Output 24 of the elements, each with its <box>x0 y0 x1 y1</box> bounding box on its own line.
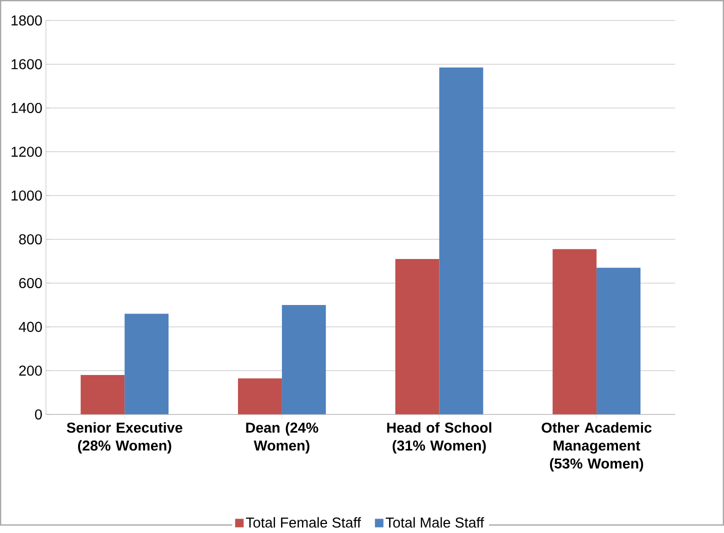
y-tick-label: 800 <box>19 234 42 244</box>
y-tick-label: 200 <box>19 366 42 376</box>
x-tick-label: Head of School (31% Women) <box>387 422 492 454</box>
bar <box>395 259 440 414</box>
x-tick-label: Dean (24% Women) <box>246 422 318 454</box>
bar <box>238 378 282 414</box>
bar <box>80 375 125 414</box>
y-tick-label: 1400 <box>12 102 42 114</box>
bar <box>596 268 640 414</box>
y-tick-label: 1800 <box>12 15 42 26</box>
legend-label: Total Male Staff <box>386 517 484 528</box>
y-tick-label: 600 <box>19 278 42 288</box>
y-tick-label: 1200 <box>12 146 42 157</box>
legend-label: Total Female Staff <box>246 517 361 528</box>
bar <box>552 249 597 414</box>
y-tick-label: 0 <box>35 409 42 420</box>
bar <box>124 314 169 414</box>
bar <box>282 304 326 414</box>
y-tick-label: 400 <box>18 322 42 332</box>
y-tick-label: 1000 <box>12 190 42 201</box>
x-tick-label: Senior Executive (28% Women) <box>66 422 182 454</box>
bar <box>439 68 484 414</box>
x-tick-label: Other Academic Management (53% Women) <box>542 422 652 472</box>
y-tick-label: 1600 <box>12 59 42 70</box>
